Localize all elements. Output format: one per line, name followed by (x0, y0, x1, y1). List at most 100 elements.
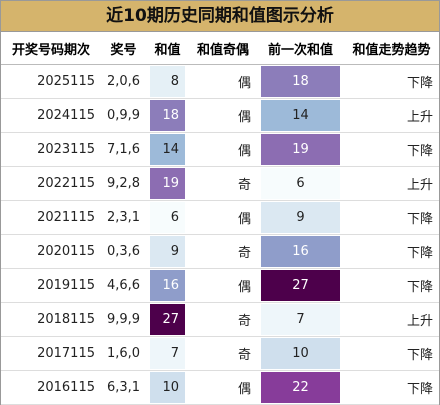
table: 开奖号码期次 奖号 和值 和值奇偶 前一次和值 和值走势趋势 2025115 2,0,6 8 偶… (1, 32, 439, 405)
heat-cell: 16 (257, 234, 344, 269)
cell: 奇 (189, 166, 257, 201)
heat-cell: 10 (257, 336, 344, 371)
cell: 下降 (344, 64, 439, 99)
cell: 下降 (344, 370, 439, 405)
heat-value: 14 (150, 134, 185, 165)
cell: 0,9,9 (101, 98, 146, 133)
cell: 2,3,1 (101, 200, 146, 235)
heat-cell: 22 (257, 370, 344, 405)
cell: 9,2,8 (101, 166, 146, 201)
cell: 偶 (189, 268, 257, 303)
row: 2020115 0,3,6 9 奇 16 下降 (1, 234, 439, 269)
heat-value: 16 (150, 270, 185, 301)
cell: 偶 (189, 64, 257, 99)
cell: 1,6,0 (101, 336, 146, 371)
header-cell: 和值 (146, 32, 189, 65)
cell: 偶 (189, 98, 257, 133)
heat-value: 7 (261, 304, 340, 335)
heat-value: 7 (150, 338, 185, 369)
heat-value: 9 (261, 202, 340, 233)
cell: 偶 (189, 200, 257, 235)
heat-value: 14 (261, 100, 340, 131)
title: 近10期历史同期和值图示分析 (1, 1, 439, 32)
cell: 2023115 (1, 132, 101, 167)
row: 2022115 9,2,8 19 奇 6 上升 (1, 166, 439, 201)
heat-cell: 8 (146, 64, 189, 99)
cell: 0,3,6 (101, 234, 146, 269)
header-cell: 奖号 (101, 32, 146, 65)
cell: 下降 (344, 336, 439, 371)
row: 2021115 2,3,1 6 偶 9 下降 (1, 200, 439, 235)
heat-cell: 16 (146, 268, 189, 303)
heat-value: 18 (150, 100, 185, 131)
heat-value: 19 (261, 134, 340, 165)
table-body: 2025115 2,0,6 8 偶 18 下降 2024115 0,9,9 18 偶 14 上升 202… (1, 64, 439, 405)
heat-value: 6 (150, 202, 185, 233)
cell: 2019115 (1, 268, 101, 303)
heat-value: 8 (150, 66, 185, 97)
header-row: 开奖号码期次 奖号 和值 和值奇偶 前一次和值 和值走势趋势 (1, 32, 439, 65)
cell: 6,3,1 (101, 370, 146, 405)
cell: 偶 (189, 370, 257, 405)
cell: 奇 (189, 336, 257, 371)
cell: 上升 (344, 98, 439, 133)
heat-value: 6 (261, 168, 340, 199)
cell: 下降 (344, 132, 439, 167)
row: 2018115 9,9,9 27 奇 7 上升 (1, 302, 439, 337)
heat-value: 19 (150, 168, 185, 199)
cell: 下降 (344, 200, 439, 235)
cell: 2022115 (1, 166, 101, 201)
header-cell: 前一次和值 (257, 32, 344, 65)
cell: 2018115 (1, 302, 101, 337)
heat-value: 27 (261, 270, 340, 301)
cell: 9,9,9 (101, 302, 146, 337)
row: 2025115 2,0,6 8 偶 18 下降 (1, 64, 439, 99)
cell: 2017115 (1, 336, 101, 371)
heat-cell: 10 (146, 370, 189, 405)
header-cell: 和值奇偶 (189, 32, 257, 65)
heat-cell: 27 (146, 302, 189, 337)
row: 2019115 4,6,6 16 偶 27 下降 (1, 268, 439, 303)
cell: 2016115 (1, 370, 101, 405)
heat-cell: 18 (146, 98, 189, 133)
heat-value: 16 (261, 236, 340, 267)
cell: 偶 (189, 132, 257, 167)
row: 2024115 0,9,9 18 偶 14 上升 (1, 98, 439, 133)
heat-cell: 14 (257, 98, 344, 133)
cell: 7,1,6 (101, 132, 146, 167)
heat-cell: 7 (146, 336, 189, 371)
heat-value: 9 (150, 236, 185, 267)
heat-value: 10 (261, 338, 340, 369)
cell: 4,6,6 (101, 268, 146, 303)
cell: 奇 (189, 302, 257, 337)
heat-cell: 9 (146, 234, 189, 269)
cell: 奇 (189, 234, 257, 269)
cell: 上升 (344, 166, 439, 201)
cell: 2021115 (1, 200, 101, 235)
row: 2016115 6,3,1 10 偶 22 下降 (1, 370, 439, 405)
heat-cell: 6 (257, 166, 344, 201)
cell: 2025115 (1, 64, 101, 99)
heat-cell: 6 (146, 200, 189, 235)
heat-value: 22 (261, 372, 340, 403)
cell: 下降 (344, 234, 439, 269)
heat-value: 10 (150, 372, 185, 403)
heat-value: 18 (261, 66, 340, 97)
header-cell: 开奖号码期次 (1, 32, 101, 65)
heat-cell: 14 (146, 132, 189, 167)
heat-cell: 19 (146, 166, 189, 201)
cell: 2024115 (1, 98, 101, 133)
heat-cell: 27 (257, 268, 344, 303)
heat-cell: 9 (257, 200, 344, 235)
heat-value: 27 (150, 304, 185, 335)
row: 2017115 1,6,0 7 奇 10 下降 (1, 336, 439, 371)
row: 2023115 7,1,6 14 偶 19 下降 (1, 132, 439, 167)
heat-cell: 19 (257, 132, 344, 167)
heat-cell: 7 (257, 302, 344, 337)
cell: 下降 (344, 268, 439, 303)
heat-cell: 18 (257, 64, 344, 99)
cell: 上升 (344, 302, 439, 337)
header-cell: 和值走势趋势 (344, 32, 439, 65)
cell: 2,0,6 (101, 64, 146, 99)
